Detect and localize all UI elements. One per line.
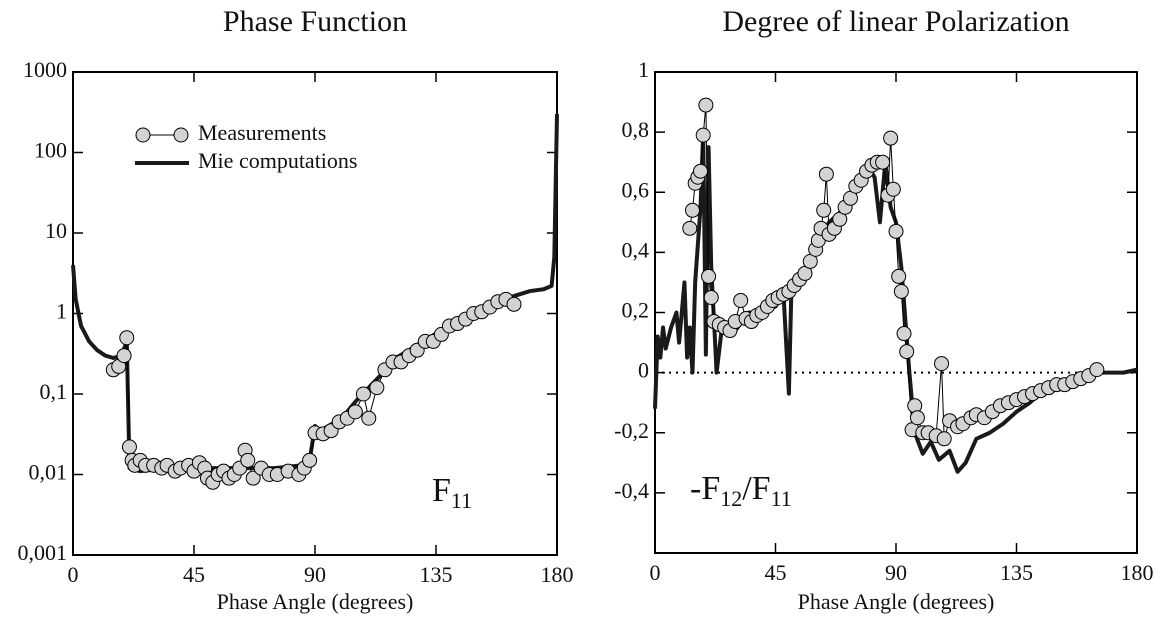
y-tick-label: 0: [638, 358, 649, 383]
y-tick-label: 0,6: [622, 177, 650, 202]
measurement-point: [885, 181, 901, 197]
measurement-point: [682, 220, 698, 236]
x-tick-label: 135: [1000, 560, 1033, 585]
measurement-point: [703, 289, 719, 305]
chart-title: Degree of linear Polarization: [722, 5, 1069, 38]
annotation-part: /F: [742, 470, 770, 507]
measurement-point: [733, 292, 749, 308]
measurement-point: [816, 202, 832, 218]
annotation-part: 11: [451, 488, 472, 513]
y-tick-label: 0,001: [18, 540, 68, 565]
y-tick-label: 0,8: [622, 117, 650, 142]
y-tick-label: 1000: [23, 57, 67, 82]
measurement-point: [684, 202, 700, 218]
y-tick-label: 0,4: [622, 237, 650, 262]
x-tick-label: 90: [304, 562, 326, 587]
x-tick-label: 0: [68, 562, 79, 587]
measurement-point: [883, 130, 899, 146]
measurement-point: [695, 127, 711, 143]
x-tick-label: 180: [1121, 560, 1154, 585]
x-axis-label: Phase Angle (degrees): [798, 589, 995, 614]
annotation-part: -F: [690, 470, 720, 507]
measurement-point: [698, 97, 714, 113]
x-tick-label: 180: [541, 562, 574, 587]
measurement-point: [347, 404, 363, 420]
measurement-point: [936, 431, 952, 447]
measurement-point: [240, 452, 256, 468]
y-tick-label: 100: [34, 138, 67, 163]
measurement-point: [896, 326, 912, 342]
computation-line: [653, 130, 1138, 474]
legend-label: Measurements: [198, 120, 326, 145]
legend-label: Mie computations: [198, 148, 357, 173]
measurement-point: [121, 439, 137, 455]
legend-swatch: [135, 127, 151, 143]
x-tick-label: 135: [420, 562, 453, 587]
measurement-point: [245, 470, 261, 486]
measurement-point: [693, 163, 709, 179]
chart-title: Phase Function: [223, 5, 407, 38]
x-tick-label: 45: [183, 562, 205, 587]
y-tick-label: 0,1: [40, 379, 68, 404]
measurement-point: [116, 348, 132, 364]
plot-area: [71, 114, 559, 490]
x-tick-label: 45: [765, 560, 787, 585]
x-tick-label: 90: [885, 560, 907, 585]
y-tick-label: 10: [45, 218, 67, 243]
measurement-point: [302, 452, 318, 468]
y-tick-label: 0,2: [622, 298, 650, 323]
x-tick-label: 0: [650, 560, 661, 585]
measurement-point: [891, 268, 907, 284]
annotation: -F12/F11: [690, 470, 792, 511]
annotation-part: 11: [771, 486, 792, 511]
measurement-point: [361, 410, 377, 426]
measurement-point: [701, 268, 717, 284]
measurement-point: [369, 380, 385, 396]
measurement-point: [875, 154, 891, 170]
measurement-point: [506, 296, 522, 312]
y-tick-label: 0,01: [29, 460, 68, 485]
measurement-point: [888, 223, 904, 239]
plot-frame: [654, 71, 1138, 554]
measurement-point: [818, 166, 834, 182]
y-tick-label: 1: [638, 57, 649, 82]
legend-swatch: [173, 127, 189, 143]
measurement-point: [899, 344, 915, 360]
measurement-point: [893, 283, 909, 299]
measurement-point: [119, 330, 135, 346]
y-tick-label: -0,2: [614, 418, 649, 443]
y-tick-label: -0,4: [614, 478, 649, 503]
measurement-point: [934, 356, 950, 372]
annotation-part: 12: [720, 486, 742, 511]
annotation: F11: [432, 472, 472, 513]
measurement-point: [355, 386, 371, 402]
annotation-part: F: [432, 472, 451, 509]
x-axis-label: Phase Angle (degrees): [217, 589, 414, 614]
y-tick-label: 1: [56, 299, 67, 324]
measurement-point: [909, 410, 925, 426]
plot-area: [653, 97, 1138, 474]
measurement-point: [1089, 362, 1105, 378]
